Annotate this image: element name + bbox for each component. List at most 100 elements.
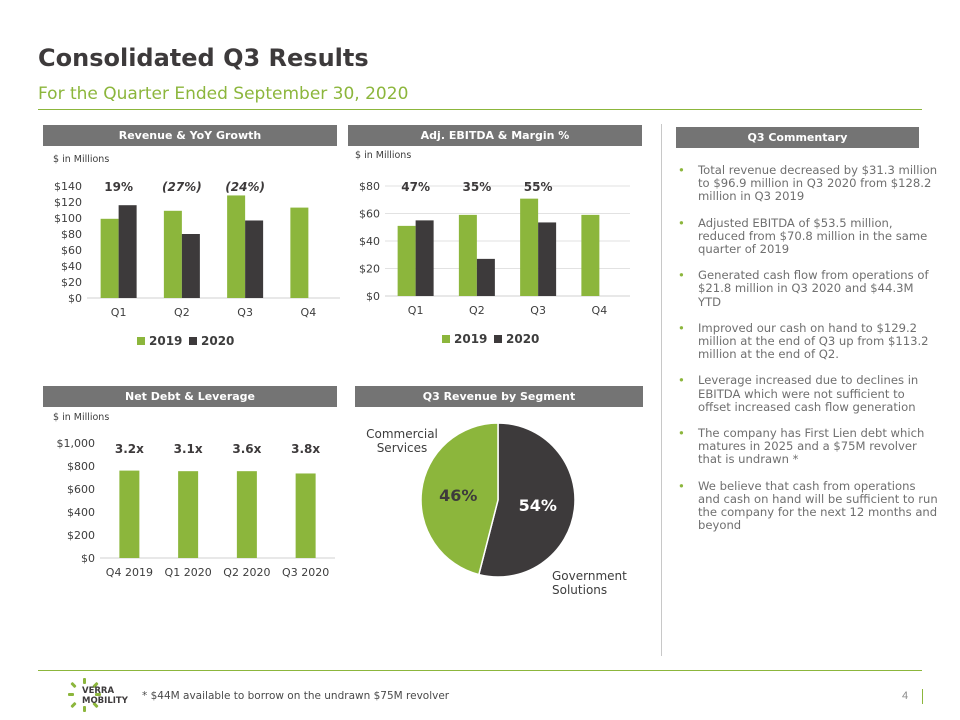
y-tick-label: $800 xyxy=(67,460,95,473)
page-title: Consolidated Q3 Results xyxy=(38,44,369,72)
legend-label: 2020 xyxy=(201,334,234,348)
annotation-label: 3.6x xyxy=(232,442,261,456)
commentary-item: Total revenue decreased by $31.3 million… xyxy=(678,163,938,204)
y-tick-label: $1,000 xyxy=(57,437,96,450)
legend-label: 2020 xyxy=(506,332,539,346)
bottom-divider xyxy=(38,670,922,671)
commentary-item: Generated cash flow from operations of $… xyxy=(678,269,938,309)
legend-swatch xyxy=(189,337,197,345)
x-tick-label: Q1 xyxy=(111,306,127,319)
bar xyxy=(458,214,477,296)
legend-swatch xyxy=(494,335,502,343)
y-tick-label: $0 xyxy=(68,292,82,305)
y-tick-label: $400 xyxy=(67,506,95,519)
legend-label: 2019 xyxy=(149,334,182,348)
verra-mobility-logo-icon xyxy=(68,678,101,712)
annotation-label: 3.1x xyxy=(174,442,203,456)
x-tick-label: Q3 2020 xyxy=(282,566,329,579)
bar xyxy=(397,225,416,296)
page-number: 4 xyxy=(902,690,909,702)
footnote: * $44M available to borrow on the undraw… xyxy=(142,690,450,702)
bar xyxy=(236,471,257,558)
bar xyxy=(119,470,140,558)
pie-label-government: Government Solutions xyxy=(552,569,627,597)
y-tick-label: $40 xyxy=(359,235,380,248)
bar xyxy=(181,234,200,298)
debt-chart: $0 $200 $400 $600 $800 $1,000 Q4 2019 3.2x Q1 20… xyxy=(57,437,335,579)
y-tick-label: $60 xyxy=(359,208,380,221)
bar xyxy=(178,471,199,558)
bar xyxy=(581,214,600,296)
y-tick-label: $200 xyxy=(67,529,95,542)
bar xyxy=(476,258,495,296)
x-tick-label: Q2 xyxy=(469,304,485,317)
legend-label: 2019 xyxy=(454,332,487,346)
logo-wordmark: VERRA MOBILITY xyxy=(82,686,128,706)
ebitda-chart: $0 $20 $40 $60 $80 Q1 47% Q2 35% Q3 55% Q4 2019 2020 xyxy=(359,180,630,346)
y-tick-label: $0 xyxy=(366,290,380,303)
annotation-label: 3.2x xyxy=(115,442,144,456)
bar xyxy=(245,220,264,298)
bar xyxy=(415,220,434,296)
annotation-label: (24%) xyxy=(225,180,265,194)
annotation-label: 55% xyxy=(524,180,553,194)
ebitda-header: Adj. EBITDA & Margin % xyxy=(348,125,642,146)
x-tick-label: Q3 xyxy=(237,306,253,319)
y-tick-label: $0 xyxy=(81,552,95,565)
y-tick-label: $60 xyxy=(61,244,82,257)
pie-value-label: 46% xyxy=(439,486,477,505)
segment-header: Q3 Revenue by Segment xyxy=(355,386,643,407)
page-number-bar xyxy=(922,689,923,704)
x-tick-label: Q2 2020 xyxy=(223,566,270,579)
bar xyxy=(227,195,246,298)
commentary-item: Improved our cash on hand to $129.2 mill… xyxy=(678,321,938,362)
debt-unit: $ in Millions xyxy=(53,412,110,423)
commentary-item: We believe that cash from operations and… xyxy=(678,479,938,533)
annotation-label: 35% xyxy=(463,180,492,194)
pie-slice xyxy=(420,422,499,576)
commentary-list: Total revenue decreased by $31.3 million… xyxy=(678,163,938,545)
y-tick-label: $80 xyxy=(61,228,82,241)
legend-swatch xyxy=(137,337,145,345)
pie-slice xyxy=(477,422,576,578)
commentary-item: Adjusted EBITDA of $53.5 million, reduce… xyxy=(678,216,938,257)
x-tick-label: Q4 2019 xyxy=(106,566,153,579)
y-tick-label: $20 xyxy=(61,276,82,289)
commentary-item: The company has First Lien debt which ma… xyxy=(678,427,938,467)
x-tick-label: Q1 xyxy=(408,304,424,317)
annotation-label: 47% xyxy=(401,180,430,194)
y-tick-label: $40 xyxy=(61,260,82,273)
legend-swatch xyxy=(442,335,450,343)
bar xyxy=(163,210,182,298)
x-tick-label: Q4 xyxy=(592,304,608,317)
vertical-divider xyxy=(661,124,662,656)
bar xyxy=(538,222,557,296)
ebitda-unit: $ in Millions xyxy=(355,150,412,161)
bar xyxy=(520,198,539,296)
bar xyxy=(295,473,316,558)
bar xyxy=(100,218,119,298)
y-tick-label: $20 xyxy=(359,263,380,276)
page-subtitle: For the Quarter Ended September 30, 2020 xyxy=(38,84,409,104)
y-tick-label: $140 xyxy=(54,180,82,193)
bar xyxy=(118,205,137,298)
annotation-label: (27%) xyxy=(162,180,202,194)
annotation-label: 3.8x xyxy=(291,442,320,456)
x-tick-label: Q2 xyxy=(174,306,190,319)
pie-value-label: 54% xyxy=(519,496,557,515)
x-tick-label: Q1 2020 xyxy=(165,566,212,579)
commentary-item: Leverage increased due to declines in EB… xyxy=(678,374,938,414)
revenue-chart: $0 $20 $40 $60 $80 $100 $120 $140 Q1 19% Q2 (27%) Q3… xyxy=(54,180,340,348)
bar xyxy=(290,207,309,298)
segment-pie-chart: 54% 46% xyxy=(420,422,576,578)
pie-label-commercial: Commercial Services xyxy=(366,427,438,455)
x-tick-label: Q3 xyxy=(530,304,546,317)
x-tick-label: Q4 xyxy=(301,306,317,319)
annotation-label: 19% xyxy=(104,180,133,194)
y-tick-label: $600 xyxy=(67,483,95,496)
commentary-header: Q3 Commentary xyxy=(676,127,919,148)
debt-header: Net Debt & Leverage xyxy=(43,386,337,407)
y-tick-label: $120 xyxy=(54,196,82,209)
revenue-header: Revenue & YoY Growth xyxy=(43,125,337,146)
top-divider xyxy=(38,109,922,110)
